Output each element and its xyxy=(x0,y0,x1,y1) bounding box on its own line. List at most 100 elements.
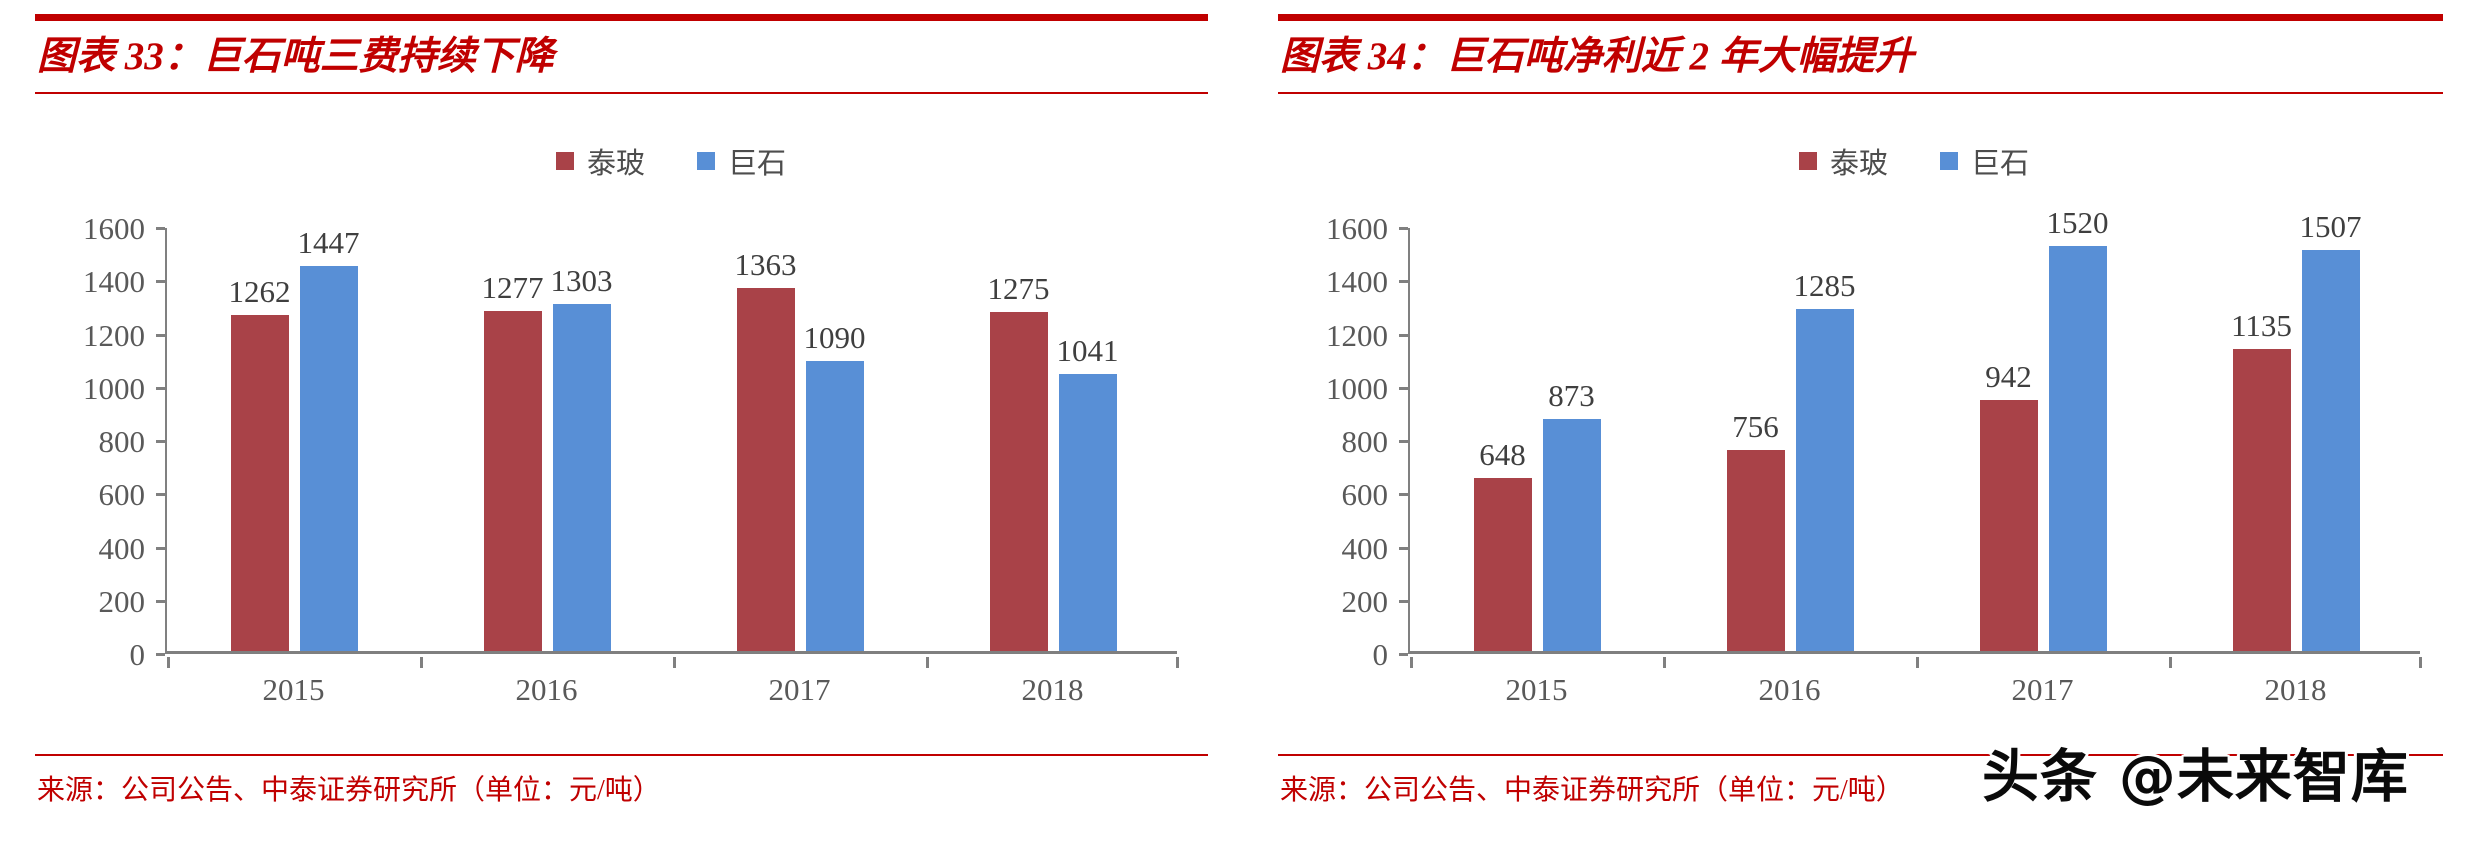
top-rule xyxy=(1278,14,2443,21)
bar-series0-2017 xyxy=(1979,400,2038,651)
bar-value-label: 1275 xyxy=(987,270,1050,306)
legend-label-taibo: 泰玻 xyxy=(1829,148,1888,180)
legend-item-taibo: 泰玻 xyxy=(555,140,645,182)
bar-value-label: 1363 xyxy=(734,247,797,283)
bar-chart-figure-33: 0 200 400 600 800 1000 1200 1400 1600 2015 1262 144… xyxy=(83,211,1179,707)
y-axis-tick xyxy=(156,493,165,497)
bar-series0-2017 xyxy=(736,288,795,651)
legend-swatch-taibo xyxy=(1798,152,1817,170)
figure-33-title: 图表 33：巨石吨三费持续下降 xyxy=(37,35,554,78)
bar-series1-2016 xyxy=(1795,308,1854,651)
bar-series0-2018 xyxy=(2232,348,2291,651)
x-axis-label: 2016 xyxy=(1758,672,1821,707)
y-axis-label: 600 xyxy=(1341,477,1389,513)
chart-legend: 泰玻 巨石 xyxy=(165,140,1177,182)
bar-series1-2018 xyxy=(1058,373,1117,651)
x-axis-tick xyxy=(167,657,170,668)
y-axis-tick xyxy=(1399,493,1408,497)
x-axis-tick xyxy=(2419,657,2422,668)
x-axis-label: 2018 xyxy=(2264,672,2327,707)
x-axis-label: 2016 xyxy=(515,672,578,707)
x-axis-tick xyxy=(1916,657,1919,668)
title-underline xyxy=(1278,92,2443,94)
y-axis-tick xyxy=(1399,599,1408,603)
x-axis-tick xyxy=(1663,657,1666,668)
bar-value-label: 1520 xyxy=(2046,205,2109,241)
title-underline xyxy=(35,92,1208,94)
x-axis-label: 2018 xyxy=(1021,672,1084,707)
bar-series1-2018 xyxy=(2301,249,2360,651)
y-axis-tick xyxy=(156,653,165,656)
legend-item-jushi: 巨石 xyxy=(1940,140,2029,182)
chart-legend: 泰玻 巨石 xyxy=(1408,140,2420,182)
source-rule xyxy=(1278,754,2443,756)
x-axis-tick xyxy=(1410,657,1413,668)
bar-series0-2016 xyxy=(1726,449,1785,651)
y-axis-label: 1400 xyxy=(1326,264,1388,300)
y-axis-label: 1000 xyxy=(83,370,145,406)
x-axis-tick xyxy=(2169,657,2172,668)
bar-value-label: 648 xyxy=(1479,437,1526,473)
x-axis-label: 2017 xyxy=(2011,672,2074,707)
legend-label-jushi: 巨石 xyxy=(1971,148,2030,180)
legend-item-jushi: 巨石 xyxy=(697,140,786,182)
y-axis-label: 1200 xyxy=(83,317,145,353)
bar-series0-2015 xyxy=(1473,478,1532,651)
x-axis-label: 2015 xyxy=(262,672,325,707)
y-axis-tick xyxy=(1399,546,1408,550)
y-axis-tick xyxy=(156,546,165,550)
bar-value-label: 1277 xyxy=(481,270,544,305)
figure-33-panel: 图表 33：巨石吨三费持续下降 泰玻 巨石 0 200 400 600 800 1000 1… xyxy=(35,0,1208,848)
y-axis-label: 1400 xyxy=(83,264,145,300)
y-axis-label: 1600 xyxy=(83,211,145,246)
y-axis-tick xyxy=(156,599,165,603)
bar-series1-2015 xyxy=(1542,418,1601,651)
toutiao-watermark: 头条 @未来智库 xyxy=(1982,744,2409,810)
bar-series1-2017 xyxy=(2048,246,2107,651)
x-axis-tick xyxy=(673,657,676,668)
y-axis-label: 0 xyxy=(129,637,146,672)
y-axis-tick xyxy=(1399,227,1408,230)
y-axis-tick xyxy=(1399,280,1408,284)
y-axis-label: 1200 xyxy=(1326,317,1388,353)
x-axis-tick xyxy=(420,657,423,668)
y-axis-label: 1000 xyxy=(1326,370,1388,406)
y-axis-label: 600 xyxy=(98,477,146,513)
y-axis-tick xyxy=(1399,386,1408,390)
y-axis-label: 200 xyxy=(1341,583,1389,619)
y-axis-tick xyxy=(156,227,165,230)
y-axis-tick xyxy=(1399,440,1408,443)
bar-chart-figure-34: 0 200 400 600 800 1000 1200 1400 1600 2015 648 873 2… xyxy=(1326,205,2422,707)
figure-34-title: 图表 34：巨石吨净利近 2 年大幅提升 xyxy=(1280,35,1914,78)
x-axis-tick xyxy=(1176,657,1179,668)
bar-series1-2016 xyxy=(552,304,611,651)
bar-series1-2015 xyxy=(299,265,358,651)
y-axis-tick xyxy=(156,440,165,443)
legend-label-taibo: 泰玻 xyxy=(586,148,645,180)
bar-value-label: 1135 xyxy=(2231,307,2292,343)
y-axis-label: 400 xyxy=(98,530,146,566)
bar-value-label: 756 xyxy=(1732,408,1779,444)
y-axis-tick xyxy=(1399,333,1408,337)
y-axis-tick xyxy=(156,280,165,284)
top-rule xyxy=(35,14,1208,21)
y-axis-tick xyxy=(156,386,165,390)
bar-value-label: 1041 xyxy=(1056,332,1119,368)
y-axis-tick xyxy=(156,333,165,337)
bar-value-label: 1262 xyxy=(228,274,291,309)
legend-item-taibo: 泰玻 xyxy=(1798,140,1888,182)
y-axis-label: 800 xyxy=(98,424,146,459)
y-axis-label: 0 xyxy=(1372,637,1389,672)
y-axis-label: 200 xyxy=(98,583,146,619)
legend-swatch-jushi xyxy=(697,152,715,170)
figure-34-panel: 图表 34：巨石吨净利近 2 年大幅提升 泰玻 巨石 0 200 400 600 800… xyxy=(1278,0,2443,848)
bar-value-label: 1285 xyxy=(1793,267,1856,303)
y-axis-tick xyxy=(1399,653,1408,656)
y-axis-label: 400 xyxy=(1341,530,1389,566)
source-note: 来源：公司公告、中泰证券研究所（单位：元/吨） xyxy=(37,775,661,806)
bar-series1-2017 xyxy=(805,360,864,651)
y-axis-label: 800 xyxy=(1341,424,1389,459)
bar-value-label: 1303 xyxy=(550,263,613,299)
bar-value-label: 1447 xyxy=(297,224,360,260)
legend-swatch-jushi xyxy=(1940,152,1958,170)
